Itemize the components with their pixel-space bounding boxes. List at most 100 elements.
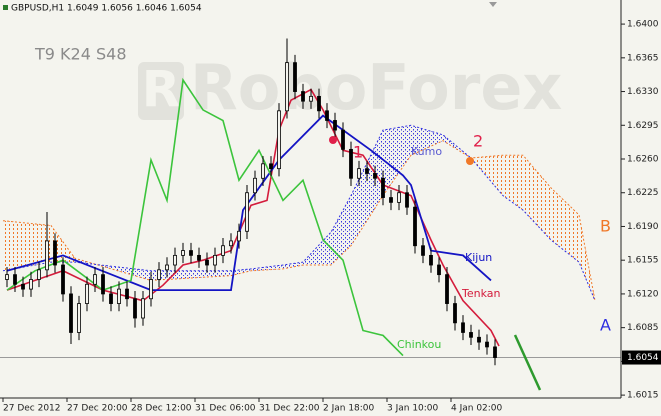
line-label: Tenkan [461, 287, 501, 300]
x-tick-label: 28 Dec 12:00 [131, 404, 192, 414]
candle-body [301, 91, 305, 102]
cloud-fill [351, 130, 383, 246]
candle-body [157, 269, 161, 280]
candle-body [101, 274, 105, 295]
y-tick-label: 1.6330 [627, 87, 659, 97]
candle-body [141, 298, 145, 319]
candle-body [397, 192, 401, 203]
candle-body [85, 283, 89, 304]
candle-body [245, 192, 249, 232]
cloud-fill [503, 155, 523, 211]
y-tick-label: 1.6120 [627, 289, 659, 299]
candle-body [21, 283, 25, 290]
y-tick-label: 1.6365 [627, 53, 659, 63]
cloud-fill [3, 220, 51, 271]
candle-body [357, 168, 361, 179]
candle-body [493, 346, 497, 358]
candle-body [325, 110, 329, 121]
candle-body [181, 250, 185, 256]
candle-body [45, 240, 49, 271]
symbol-icon [3, 5, 8, 10]
last-price-label: 1.6054 [627, 353, 659, 363]
candle-body [61, 264, 65, 295]
y-tick-label: 1.6260 [627, 155, 659, 165]
candle-body [341, 129, 345, 150]
candle-body [477, 336, 481, 343]
candle-body [461, 322, 465, 333]
x-tick-label: 2 Jan 18:00 [323, 404, 375, 414]
candle-body [173, 254, 177, 266]
cloud-fill [383, 125, 411, 196]
cloud-fill [331, 195, 351, 266]
signal-dot [329, 136, 337, 144]
candle-body [149, 279, 153, 300]
candle-body [381, 177, 385, 198]
candle-body [77, 303, 81, 333]
candle-body [253, 177, 257, 194]
candle-body [373, 173, 377, 179]
candle-body [5, 274, 9, 280]
forecast-arrow [513, 334, 542, 391]
candle-body [109, 293, 113, 304]
candle-body [293, 62, 297, 92]
annotation: 1 [353, 143, 363, 162]
candle-body [197, 254, 201, 261]
cloud-fill [51, 225, 75, 263]
x-tick-label: 3 Jan 10:00 [387, 404, 439, 414]
candle-body [453, 303, 457, 324]
candle-body [221, 245, 225, 256]
candle-body [277, 110, 281, 170]
cloud-fill [411, 125, 443, 156]
candle-body [285, 62, 289, 112]
candle-body [69, 293, 73, 333]
y-tick-label: 1.6155 [627, 256, 659, 266]
candle-body [469, 332, 473, 338]
candle-body [165, 264, 169, 271]
candle-body [317, 95, 321, 112]
candle-body [349, 148, 353, 179]
last-price-tag [622, 350, 661, 365]
x-tick-label: 31 Dec 22:00 [259, 404, 320, 414]
candle-body [237, 230, 241, 242]
annotation: Kumo [411, 145, 442, 158]
candle-body [261, 163, 265, 179]
candle-body [309, 95, 313, 102]
y-tick-label: 1.6295 [627, 121, 659, 131]
candle-body [125, 288, 129, 300]
candle-body [93, 274, 97, 285]
candle-body [333, 120, 337, 131]
svg-text:R: R [142, 61, 181, 119]
line-label: Kijun [465, 251, 492, 264]
candle-body [421, 245, 425, 256]
x-tick-label: 31 Dec 06:00 [195, 404, 256, 414]
candle-body [229, 240, 233, 247]
x-tick-label: 4 Jan 02:00 [451, 404, 503, 414]
candle-body [429, 254, 433, 266]
candle-body [365, 168, 369, 174]
span-b-line [2, 124, 596, 301]
cloud-fill [523, 155, 551, 240]
candle-body [269, 163, 273, 170]
cloud-fill [283, 262, 303, 269]
y-tick-label: 1.6015 [627, 391, 659, 401]
indicator-params: T9 K24 S48 [34, 45, 127, 64]
y-tick-label: 1.6225 [627, 188, 659, 198]
annotation: 2 [473, 132, 483, 151]
span-label: A [600, 316, 611, 335]
candle-body [445, 274, 449, 304]
span-label: B [600, 217, 611, 236]
candle-body [13, 274, 17, 285]
cloud-fill [551, 187, 579, 263]
y-tick-label: 1.6400 [627, 20, 659, 30]
candle-body [29, 279, 33, 290]
line-label: Chinkou [397, 338, 441, 351]
candle-body [405, 192, 409, 208]
watermark-logo: R [138, 61, 184, 120]
shift-marker [489, 2, 497, 7]
x-tick-label: 27 Dec 2012 [3, 404, 61, 414]
chart-header: GBPUSD,H1 1.6049 1.6056 1.6046 1.6054 [11, 4, 202, 14]
candle-body [485, 341, 489, 348]
x-tick-label: 27 Dec 20:00 [67, 404, 128, 414]
